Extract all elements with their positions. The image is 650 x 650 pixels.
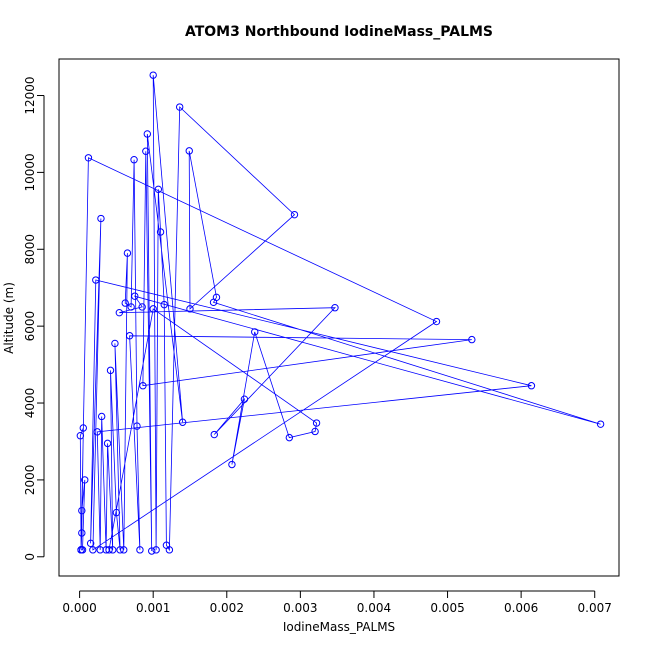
x-tick-label: 0.005 (430, 601, 464, 615)
data-point (290, 210, 299, 219)
data-point (160, 300, 168, 309)
data-point (81, 476, 89, 484)
data-point (178, 418, 187, 426)
x-tick-label: 0.006 (504, 601, 538, 615)
data-point (331, 303, 339, 312)
data-point (111, 339, 119, 348)
y-tick-label: 2000 (23, 465, 37, 496)
data-point (130, 156, 138, 164)
data-point (186, 305, 194, 313)
data-point (92, 276, 100, 284)
data-point (142, 147, 150, 155)
data-point (175, 103, 184, 111)
y-tick-label: 12000 (23, 76, 37, 114)
data-point (138, 303, 146, 311)
data-point (133, 422, 141, 430)
data-point (116, 546, 124, 554)
data-point (432, 317, 441, 326)
data-point (148, 547, 156, 555)
x-tick-label: 0.003 (283, 601, 317, 615)
data-point (109, 546, 117, 554)
data-point (185, 147, 193, 155)
y-axis-label: Altitude (m) (2, 282, 16, 354)
x-tick-label: 0.000 (62, 601, 96, 615)
data-point (89, 546, 97, 554)
series-line (79, 75, 601, 552)
data-point (149, 71, 157, 79)
data-point (149, 305, 157, 313)
data-point (125, 332, 134, 340)
data-point (131, 292, 139, 300)
data-point (285, 433, 294, 442)
data-point (76, 431, 85, 440)
data-point (210, 430, 218, 439)
data-point (106, 366, 115, 375)
data-point (78, 506, 86, 515)
y-tick-label: 10000 (23, 153, 37, 191)
data-point (152, 546, 160, 554)
data-point (97, 412, 106, 421)
data-point (154, 185, 163, 194)
y-tick-label: 8000 (23, 234, 37, 265)
data-point (136, 546, 144, 554)
y-tick-label: 0 (23, 553, 37, 561)
data-point (112, 508, 121, 517)
data-point (156, 228, 165, 236)
y-tick-label: 4000 (23, 388, 37, 419)
data-point (596, 420, 605, 428)
x-tick-label: 0.001 (136, 601, 170, 615)
data-point (240, 395, 249, 403)
data-point (311, 427, 319, 436)
x-axis-label: IodineMass_PALMS (283, 620, 395, 634)
data-point (97, 214, 105, 223)
data-point (527, 382, 536, 390)
data-point (96, 546, 104, 554)
data-point (165, 546, 174, 554)
data-point (312, 419, 321, 427)
data-point (139, 382, 147, 390)
data-point (103, 439, 112, 448)
x-axis: 0.000 0.001 0.002 0.003 0.004 0.005 0.006 0.007 (62, 590, 612, 615)
y-tick-label: 6000 (23, 311, 37, 342)
data-point (209, 298, 218, 307)
data-point (105, 546, 113, 554)
x-tick-label: 0.004 (357, 601, 391, 615)
data-point (78, 529, 86, 537)
data-point (93, 428, 101, 436)
data-point (79, 424, 87, 432)
x-tick-label: 0.002 (210, 601, 244, 615)
data-point (86, 539, 95, 548)
data-point (77, 546, 85, 554)
data-point (127, 303, 135, 311)
data-point (251, 328, 259, 336)
data-point (84, 154, 93, 162)
data-point (228, 460, 236, 469)
data-point (123, 249, 132, 257)
y-axis: 0 2000 4000 6000 8000 10000 12000 (23, 76, 45, 561)
data-point (120, 546, 128, 554)
data-point (121, 299, 129, 307)
data-point (143, 130, 152, 138)
plot-frame (58, 58, 620, 577)
series-polyline (79, 75, 601, 552)
data-point (468, 335, 476, 344)
series-points (76, 71, 605, 555)
data-point (115, 308, 124, 317)
chart-title: ATOM3 Northbound IodineMass_PALMS (185, 24, 493, 40)
x-tick-label: 0.007 (578, 601, 612, 615)
